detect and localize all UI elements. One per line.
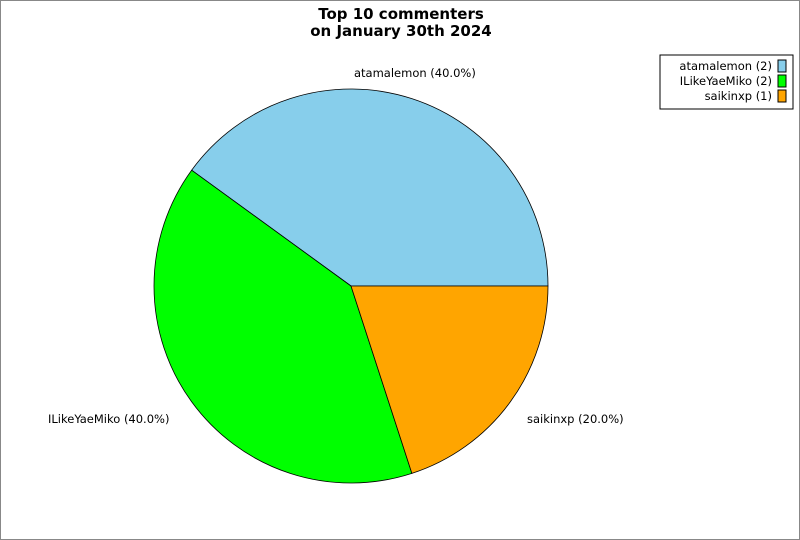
pie-slice-saikinxp bbox=[350, 285, 549, 474]
pie-slice-ILikeYaeMiko bbox=[153, 169, 413, 484]
slice-label-ILikeYaeMiko: ILikeYaeMiko (40.0%) bbox=[48, 412, 169, 426]
pie-slice-atamalemon bbox=[191, 88, 549, 287]
legend-label-saikinxp: saikinxp (1) bbox=[705, 89, 772, 103]
chart-title-line-1: Top 10 commenters bbox=[318, 5, 484, 23]
legend: atamalemon (2)ILikeYaeMiko (2)saikinxp (… bbox=[659, 54, 794, 110]
chart-title-line-2: on January 30th 2024 bbox=[310, 22, 491, 40]
legend-label-ILikeYaeMiko: ILikeYaeMiko (2) bbox=[680, 74, 772, 88]
legend-swatch-saikinxp bbox=[777, 89, 787, 103]
legend-box bbox=[659, 54, 794, 110]
legend-swatch-ILikeYaeMiko bbox=[777, 74, 787, 88]
slice-label-saikinxp: saikinxp (20.0%) bbox=[527, 412, 624, 426]
legend-label-atamalemon: atamalemon (2) bbox=[679, 59, 772, 73]
legend-swatch-atamalemon bbox=[777, 59, 787, 73]
slice-label-atamalemon: atamalemon (40.0%) bbox=[354, 66, 476, 80]
